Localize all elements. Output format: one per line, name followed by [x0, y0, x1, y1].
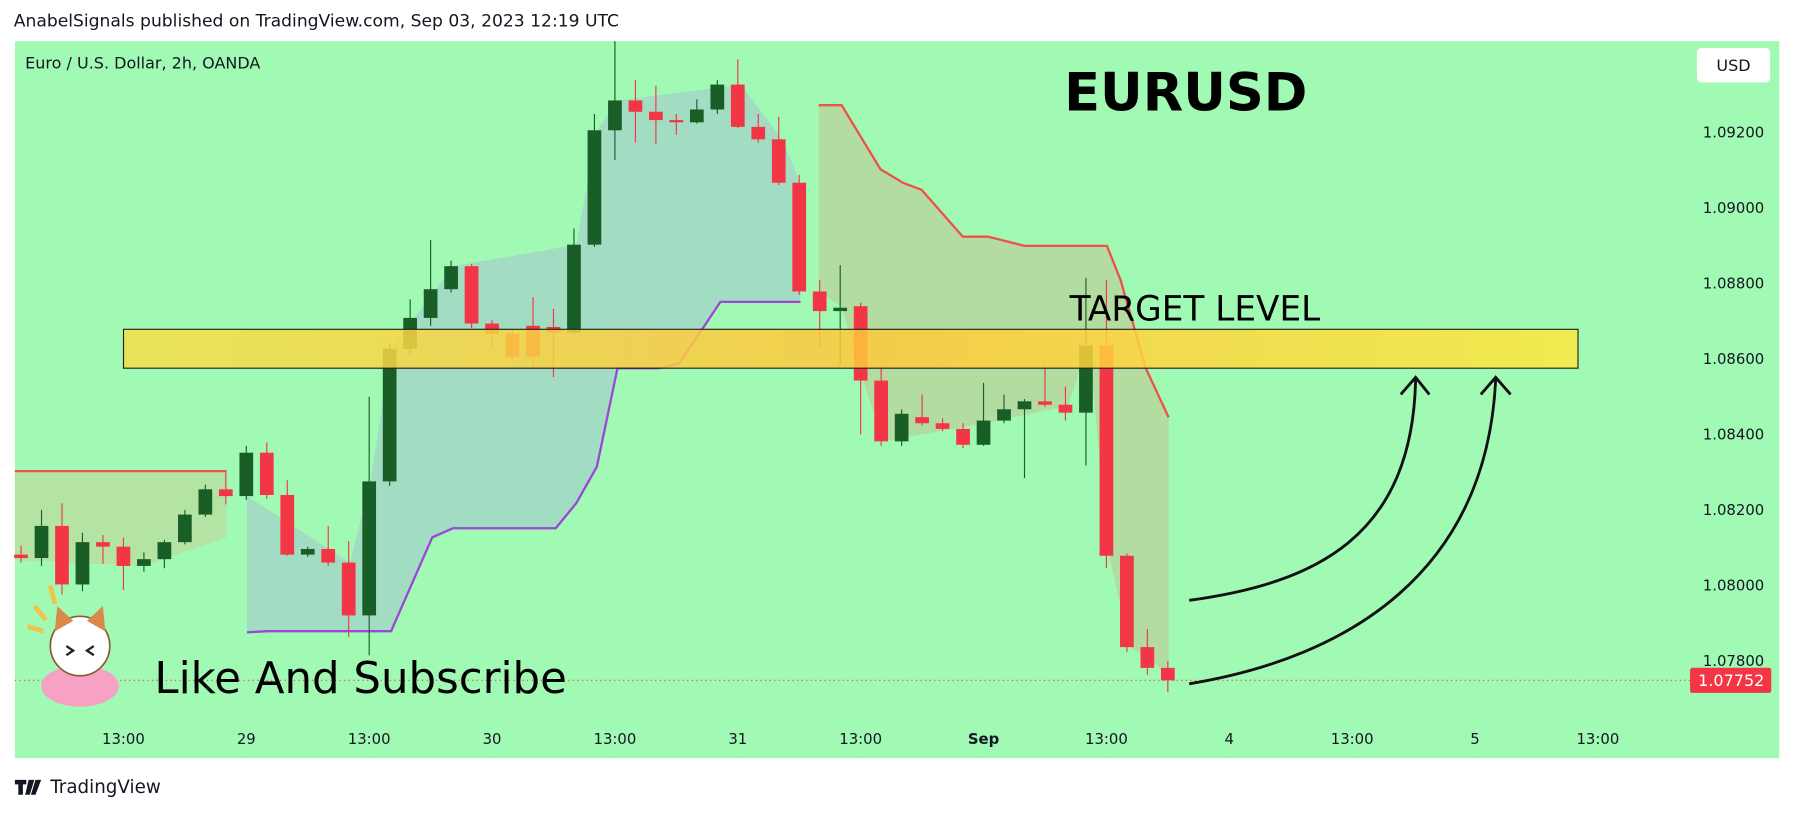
header: AnabelSignals published on TradingView.c… — [14, 12, 619, 32]
candle-body — [259, 452, 274, 495]
candle-body — [956, 428, 970, 445]
candle-body — [771, 139, 786, 183]
candle-body — [1038, 401, 1052, 405]
candle-body — [915, 417, 929, 424]
chart-title: Euro / U.S. Dollar, 2h, OANDA — [25, 54, 260, 73]
x-tick-label: 13:00 — [594, 730, 637, 748]
candle-body — [587, 130, 602, 245]
candle-body — [894, 413, 909, 442]
y-tick-label: 1.09000 — [1703, 199, 1764, 217]
candle-body — [669, 120, 684, 123]
y-tick-label: 1.08800 — [1703, 275, 1764, 293]
x-tick-label: 30 — [483, 730, 502, 748]
candle-body — [96, 542, 110, 547]
candle-body — [362, 481, 377, 616]
y-tick-label: 1.08200 — [1703, 501, 1764, 519]
annotation: EURUSD — [1064, 63, 1307, 124]
candle-body — [198, 489, 213, 515]
x-tick-label: 29 — [237, 730, 256, 748]
annotation: Like And Subscribe — [154, 654, 566, 704]
candle-body — [792, 182, 807, 292]
candle-body — [14, 554, 28, 559]
candle-body — [649, 111, 663, 121]
candle-body — [157, 542, 172, 560]
annotation: TARGET LEVEL — [1069, 290, 1321, 330]
last-price-box — [1690, 667, 1772, 693]
candle-body — [751, 126, 766, 140]
target-zone — [122, 328, 1579, 369]
x-tick-label: 13:00 — [1331, 730, 1374, 748]
currency-label: USD — [1716, 56, 1750, 75]
candle-body — [464, 266, 479, 324]
x-tick-label: 13:00 — [839, 730, 882, 748]
candle-body — [34, 525, 49, 559]
x-tick-label: 13:00 — [1576, 730, 1619, 748]
footer: TradingView — [49, 777, 161, 798]
shade — [818, 105, 1169, 680]
candle-body — [444, 266, 458, 290]
candle-body — [75, 542, 90, 585]
candle-body — [1017, 401, 1032, 410]
candle-body — [628, 100, 643, 112]
candle-body — [567, 244, 581, 333]
candle-body — [218, 489, 233, 497]
candle-body — [1120, 555, 1134, 648]
x-tick-label: 13:00 — [348, 730, 391, 748]
candle-body — [976, 420, 991, 445]
x-tick-label: 4 — [1225, 730, 1234, 748]
x-tick-label: Sep — [968, 730, 999, 748]
x-tick-label: 13:00 — [102, 730, 145, 748]
candle-body — [1099, 345, 1114, 556]
candle-body — [485, 323, 499, 334]
candle-body — [730, 84, 745, 127]
trend-line — [818, 104, 1170, 418]
candle-body — [874, 380, 889, 442]
candle-body — [137, 559, 151, 566]
candle-body — [1160, 667, 1175, 681]
arrow — [1189, 375, 1431, 602]
currency-button[interactable] — [1696, 48, 1771, 83]
candle-body — [382, 348, 397, 482]
candle-body — [55, 525, 69, 585]
y-tick-label: 1.08400 — [1703, 426, 1764, 444]
candle-body — [997, 409, 1011, 421]
arrow — [1188, 375, 1512, 686]
cat-icon — [26, 584, 119, 707]
candle-body — [1140, 647, 1155, 668]
candle-body — [935, 423, 950, 429]
x-tick-label: 5 — [1470, 730, 1479, 748]
candle-body — [280, 494, 295, 555]
x-tick-label: 31 — [728, 730, 747, 748]
candle-body — [321, 548, 336, 563]
y-tick-label: 1.08000 — [1703, 577, 1764, 595]
x-tick-label: 13:00 — [1085, 730, 1128, 748]
candle-body — [608, 100, 622, 131]
candle-body — [341, 562, 356, 616]
candle-body — [689, 109, 704, 123]
candle-body — [833, 307, 848, 312]
candle-body — [178, 514, 192, 543]
candle-body — [812, 291, 827, 312]
candle-body — [423, 289, 438, 318]
y-tick-label: 1.08600 — [1703, 350, 1764, 368]
logo — [14, 779, 42, 795]
y-tick-label: 1.07800 — [1703, 652, 1764, 670]
candle-body — [1058, 404, 1073, 413]
last-price-label: 1.07752 — [1698, 671, 1764, 690]
axes: 1.07800 1.08000 1.08200 1.08400 1.08600 1.088… — [102, 124, 1764, 759]
y-tick-label: 1.09200 — [1703, 124, 1764, 142]
candle-body — [710, 84, 725, 110]
candle-body — [239, 452, 254, 497]
candle-body — [300, 548, 315, 555]
candle-body — [116, 546, 131, 566]
